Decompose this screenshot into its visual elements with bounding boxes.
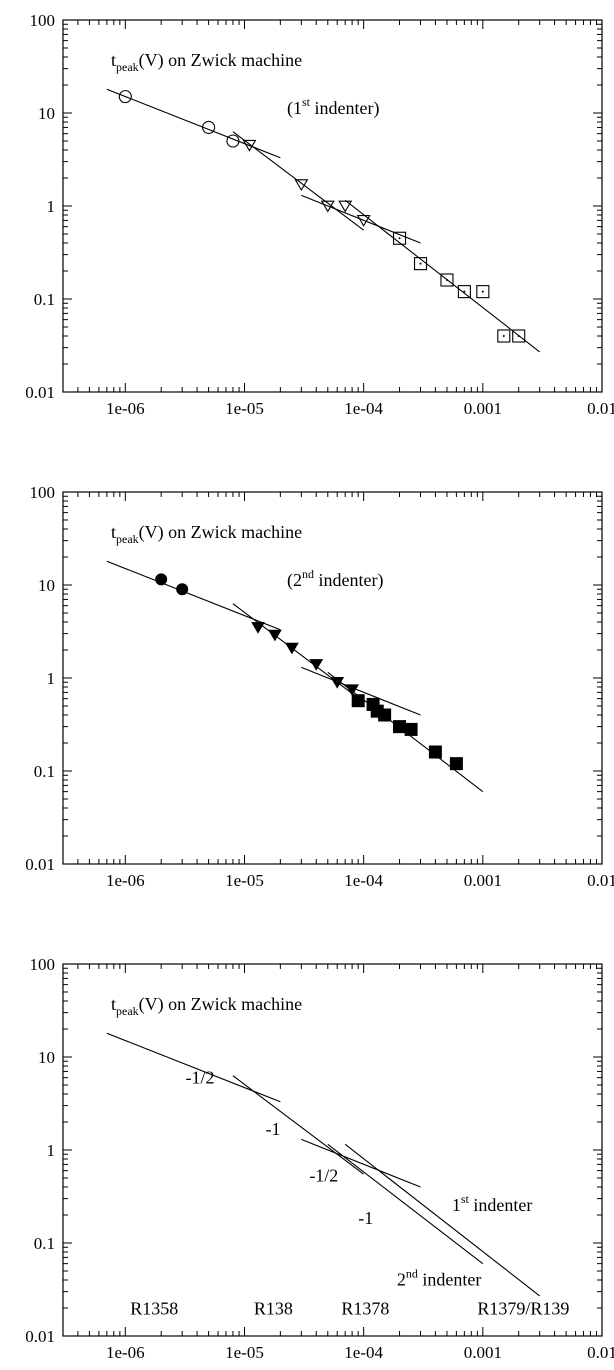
data-point-filled-square: [351, 694, 365, 708]
x-tick-label: 0.01: [587, 1343, 614, 1362]
y-tick-label: 100: [30, 11, 56, 30]
data-series: [118, 90, 240, 148]
x-tick-label: 1e-06: [106, 399, 145, 418]
chart-title: tpeak(V) on Zwick machine: [111, 994, 302, 1018]
fit-line: [344, 1143, 541, 1297]
y-tick-label: 10: [38, 576, 55, 595]
data-point-filled-triangle: [345, 684, 359, 697]
data-point-square: [413, 257, 428, 271]
fit-line: [232, 131, 364, 231]
data-point-filled-square: [393, 720, 407, 734]
chart-subtitle: (2nd indenter): [287, 567, 383, 591]
y-tick-label: 1: [47, 669, 56, 688]
data-point-circle: [202, 120, 216, 134]
fit-line: [301, 666, 421, 716]
data-point-square: [497, 329, 511, 343]
x-tick-label: 1e-05: [225, 871, 264, 890]
data-point-filled-square: [428, 745, 442, 759]
data-point-filled-triangle: [268, 629, 282, 642]
annotation-label: -1: [358, 1208, 373, 1228]
y-tick-label: 100: [30, 483, 56, 502]
x-tick-label: 1e-06: [106, 1343, 145, 1362]
fit-line: [344, 199, 541, 353]
chart-title: tpeak(V) on Zwick machine: [111, 522, 302, 546]
y-tick-label: 1: [47, 1141, 56, 1160]
data-point-circle: [226, 134, 240, 148]
y-tick-label: 10: [38, 1048, 55, 1067]
annotation-label: R138: [254, 1299, 293, 1319]
fit-line: [327, 1143, 484, 1265]
fit-line: [106, 1032, 281, 1103]
chart-panel-3: 1e-06 1e-05 1e-04 0.001 0.01 100 10 1 0.1 0.01 tpe…: [25, 955, 614, 1362]
fit-line: [301, 1138, 421, 1188]
fit-line: [301, 194, 421, 244]
data-series: [251, 622, 359, 697]
x-tick-label: 1e-05: [225, 399, 264, 418]
y-tick-label: 0.01: [25, 1327, 55, 1346]
data-point-square: [512, 329, 526, 343]
data-point-square: [476, 285, 490, 299]
y-tick-label: 0.1: [34, 290, 55, 309]
y-tick-label: 0.1: [34, 762, 55, 781]
annotation-label: R1358: [130, 1299, 178, 1319]
data-point-triangle: [338, 200, 353, 213]
data-point-square: [392, 231, 407, 245]
data-series: [155, 573, 189, 596]
y-tick-label: 10: [38, 104, 55, 123]
chart-panel-2: 1e-06 1e-05 1e-04 0.001 0.01 100 10 1 0.1 0.01 tpe…: [25, 483, 614, 890]
annotation-label: R1379/R139: [477, 1299, 569, 1319]
data-point-triangle: [356, 215, 371, 227]
data-point-filled-triangle: [330, 676, 345, 689]
data-point-filled-square: [449, 757, 463, 771]
annotation-label: R1378: [341, 1299, 389, 1319]
data-point-filled-square: [378, 708, 392, 722]
x-tick-label: 0.01: [587, 399, 614, 418]
y-tick-label: 100: [30, 955, 56, 974]
data-point-filled-square: [404, 722, 418, 736]
data-point-triangle: [294, 179, 309, 192]
x-tick-label: 0.01: [587, 871, 614, 890]
x-tick-label: 1e-06: [106, 871, 145, 890]
data-series: [392, 231, 526, 343]
annotation-label: 2nd indenter: [397, 1266, 481, 1289]
data-point-triangle: [320, 200, 335, 213]
chart-title: tpeak(V) on Zwick machine: [111, 50, 302, 74]
data-point-filled-triangle: [309, 659, 324, 671]
annotation-label: 1st indenter: [452, 1192, 533, 1215]
fit-line: [232, 603, 364, 703]
fit-line: [106, 560, 281, 631]
data-point-square: [440, 273, 454, 287]
y-tick-label: 0.1: [34, 1234, 55, 1253]
data-point-filled-triangle: [285, 642, 299, 655]
data-series: [351, 694, 463, 771]
y-tick-label: 0.01: [25, 383, 55, 402]
y-tick-label: 1: [47, 197, 56, 216]
data-point-filled-circle: [155, 573, 168, 586]
x-tick-label: 1e-04: [344, 1343, 383, 1362]
x-tick-label: 0.001: [464, 1343, 502, 1362]
data-point-filled-circle: [176, 583, 189, 596]
annotation-label: -1/2: [186, 1067, 215, 1087]
data-series: [242, 139, 371, 227]
fit-line: [232, 1075, 364, 1175]
data-point-square: [457, 285, 471, 299]
x-tick-label: 0.001: [464, 871, 502, 890]
data-point-triangle: [242, 139, 257, 152]
x-tick-label: 1e-04: [344, 871, 383, 890]
annotation-label: -1/2: [309, 1165, 338, 1185]
x-tick-label: 1e-04: [344, 399, 383, 418]
x-tick-label: 1e-05: [225, 1343, 264, 1362]
x-tick-label: 0.001: [464, 399, 502, 418]
y-tick-label: 0.01: [25, 855, 55, 874]
chart-subtitle: (1st indenter): [287, 95, 379, 119]
data-point-filled-triangle: [251, 622, 265, 634]
annotation-label: -1: [265, 1119, 280, 1139]
chart-panel-1: 1e-06 1e-05 1e-04 0.001 0.01 100 10 1 0.1 0.01 tpe…: [25, 11, 614, 418]
data-point-circle: [118, 90, 132, 104]
